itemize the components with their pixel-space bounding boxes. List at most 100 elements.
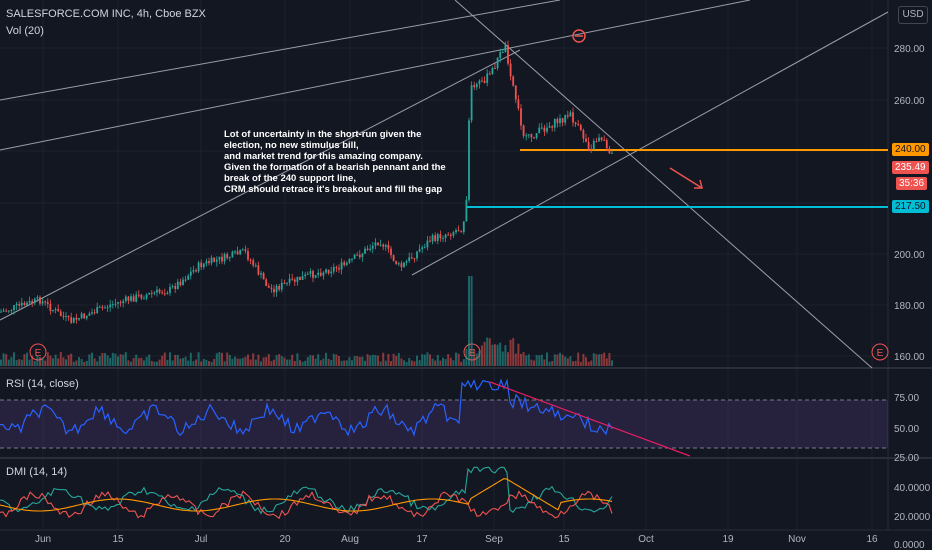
volume-bar: [57, 358, 60, 366]
rsi-indicator-label[interactable]: RSI (14, close): [6, 378, 79, 390]
candle-body: [275, 285, 278, 293]
volume-bar: [293, 361, 296, 366]
volume-bar: [390, 361, 392, 366]
candle-body: [132, 296, 135, 302]
price-tag-last: 235.49: [892, 161, 929, 174]
volume-bar: [457, 353, 460, 366]
volume-bar: [91, 352, 93, 366]
candle-body: [234, 251, 236, 253]
volume-bar: [595, 354, 598, 366]
candle-body: [384, 244, 387, 247]
volume-bar: [101, 352, 104, 366]
volume-indicator-label[interactable]: Vol (20): [6, 25, 44, 37]
volume-bar: [218, 352, 221, 366]
candle-body: [522, 125, 525, 136]
candle-body: [327, 269, 330, 274]
annotation-text[interactable]: Lot of uncertainty in the short-run give…: [224, 129, 484, 195]
candle-body: [332, 266, 335, 272]
candlesticks[interactable]: [0, 40, 613, 324]
volume-bar: [426, 352, 429, 366]
candle-body: [374, 242, 377, 246]
earnings-marker-icon[interactable]: [871, 343, 889, 361]
volume-bar: [114, 353, 117, 366]
volume-bar: [65, 359, 67, 366]
volume-bar: [343, 360, 346, 366]
candle-body: [548, 126, 551, 128]
volume-bar: [325, 352, 327, 366]
volume-bar: [174, 354, 177, 366]
candle-body: [252, 260, 255, 266]
candle-body: [595, 141, 598, 143]
volume-bar: [291, 354, 294, 366]
trendline-descending-resistance[interactable]: [454, 0, 873, 369]
price-tag-240: 240.00: [892, 143, 929, 156]
candle-body: [179, 281, 182, 286]
volume-bar: [436, 354, 439, 366]
candle-body: [23, 302, 26, 306]
candle-body: [260, 273, 262, 275]
rsi-axis-label: 50.00: [894, 424, 919, 435]
candle-body: [309, 271, 312, 274]
alert-marker-icon[interactable]: [572, 29, 586, 43]
candle-body: [18, 303, 21, 306]
volume-bar: [462, 359, 465, 366]
candle-body: [351, 258, 353, 260]
volume-bar: [72, 361, 75, 366]
candle-body: [460, 231, 463, 233]
volume-bar: [192, 361, 195, 366]
rsi-trendline[interactable]: [489, 381, 691, 457]
candle-body: [72, 317, 75, 323]
volume-bar: [184, 356, 187, 366]
volume-bar: [522, 352, 525, 366]
candle-body: [473, 85, 476, 88]
candle-body: [566, 115, 569, 117]
volume-bar: [10, 357, 13, 366]
trendline-middle-channel[interactable]: [0, 0, 751, 151]
volume-bar: [582, 353, 585, 366]
trendline-upper-channel[interactable]: [0, 0, 561, 101]
currency-button[interactable]: USD: [898, 6, 928, 24]
candle-body: [202, 263, 205, 268]
price-tag-217: 217.50: [892, 200, 929, 213]
candle-body: [608, 148, 611, 154]
symbol-title[interactable]: SALESFORCE.COM INC, 4h, Cboe BZX: [6, 8, 206, 20]
candle-body: [31, 301, 34, 304]
trendline-pennant-support[interactable]: [411, 11, 889, 276]
volume-bar: [189, 352, 192, 366]
candle-body: [470, 85, 473, 121]
candle-body: [496, 57, 499, 69]
candle-body: [106, 307, 109, 309]
volume-bar: [564, 356, 567, 366]
candle-body: [59, 311, 62, 316]
volume-bar: [23, 354, 26, 366]
volume-bar: [410, 360, 413, 366]
candle-body: [488, 73, 491, 75]
volume-bar: [384, 360, 387, 366]
volume-bar: [200, 361, 203, 366]
volume-bar: [319, 360, 322, 366]
volume-bar: [150, 360, 153, 366]
candle-body: [579, 125, 582, 131]
annotation-line: break of the 240 support line,: [224, 173, 356, 184]
volume-bar: [587, 361, 590, 366]
volume-bar: [135, 354, 138, 366]
volume-bar: [356, 355, 359, 366]
candle-body: [213, 257, 216, 262]
volume-bar: [468, 276, 470, 366]
volume-bar: [348, 357, 351, 366]
candle-body: [486, 73, 489, 83]
rsi-line: [0, 378, 613, 437]
volume-bar: [145, 356, 148, 366]
volume-bar: [41, 357, 44, 366]
volume-bar: [494, 344, 496, 366]
down-arrow-icon[interactable]: [669, 167, 703, 189]
candle-body: [603, 139, 606, 141]
volume-bar: [345, 360, 348, 366]
candle-body: [379, 244, 382, 246]
trendline-rising-support[interactable]: [0, 49, 521, 321]
candle-body: [397, 263, 400, 265]
dmi-indicator-label[interactable]: DMI (14, 14): [6, 466, 68, 478]
volume-bar: [400, 358, 403, 366]
candle-body: [509, 63, 512, 77]
